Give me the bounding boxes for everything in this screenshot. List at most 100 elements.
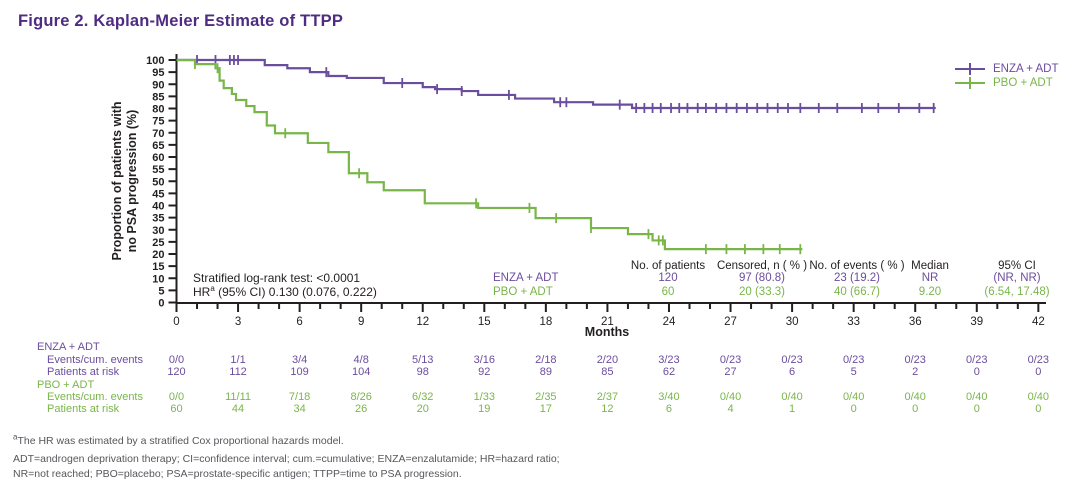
km-curve-enza-adt [176,58,936,110]
x-tick-label: 24 [663,316,676,328]
y-tick-label: 95 [152,67,164,79]
x-tick-label: 18 [539,316,552,328]
risk-cell: 26 [355,403,368,415]
y-tick-label: 5 [158,285,164,297]
summary-cell: 97 (80.8) [738,272,786,284]
risk-cell: 0 [912,403,919,415]
y-tick-label: 75 [152,116,164,128]
legend-label: ENZA + ADT [993,63,1059,75]
risk-cell: 2/35 [535,391,557,403]
risk-cell: 19 [478,403,491,415]
km-curve-pbo-adt [176,58,803,251]
risk-cell: 0/0 [168,391,185,403]
y-tick-label: 60 [152,152,164,164]
risk-cell: 6 [665,403,673,415]
risk-group-label: ENZA + ADT [37,341,100,353]
y-tick-label: 45 [152,188,164,200]
legend-item-pbo-adt: PBO + ADT [954,76,1059,90]
summary-header: Censored, n ( % ) [716,260,808,272]
y-tick-label: 55 [152,164,164,176]
summary-group-label: ENZA + ADT [493,272,559,284]
legend-line-censor-icon [955,77,985,89]
y-tick-label: 10 [152,273,164,285]
risk-cell: 1/33 [473,391,495,403]
figure-title: Figure 2. Kaplan-Meier Estimate of TTPP [18,12,344,30]
risk-cell: 3/16 [473,354,495,366]
risk-cell: 6 [789,366,796,378]
legend-line-censor-icon [955,63,985,75]
summary-cell: 60 [661,286,675,298]
y-tick-label: 80 [152,104,164,116]
summary-cell: (NR, NR) [993,272,1041,284]
risk-cell: 0/40 [719,391,742,403]
risk-row-label: Events/cum. events [47,391,143,403]
y-tick-label: 30 [152,225,164,237]
summary-cell: 23 (19.2) [833,272,881,284]
risk-cell: 60 [170,403,183,415]
x-tick-label: 27 [724,316,737,328]
summary-header: Median [911,260,949,272]
risk-cell: 27 [724,366,737,378]
summary-cell: 120 [658,272,678,284]
y-tick-label: 100 [146,55,164,67]
y-tick-label: 40 [152,201,164,213]
risk-cell: 0 [850,403,857,415]
risk-cell: 104 [351,366,371,378]
legend-label: PBO + ADT [993,77,1053,89]
risk-cell: 3/23 [658,354,680,366]
summary-cell: NR [921,272,939,284]
risk-cell: 120 [167,366,186,378]
y-tick-label: 70 [152,128,164,140]
risk-cell: 112 [229,366,247,378]
risk-cell: 4 [727,403,734,415]
risk-cell: 0/23 [719,354,742,366]
risk-cell: 0/40 [842,391,865,403]
risk-cell: 85 [601,366,614,378]
x-tick-label: 6 [296,316,302,328]
y-tick-label: 65 [152,140,164,152]
risk-cell: 1 [789,403,796,415]
y-tick-label: 25 [152,237,164,249]
risk-cell: 0/40 [781,391,803,403]
risk-cell: 6/32 [412,391,434,403]
risk-row-label: Patients at risk [47,366,120,378]
risk-cell: 0/0 [168,354,185,366]
summary-header: No. of patients [630,260,706,272]
x-tick-label: 42 [1032,316,1045,328]
y-tick-label: 20 [152,249,164,261]
risk-cell: 0/23 [966,354,988,366]
risk-cell: 0 [973,403,980,415]
risk-row-label: Events/cum. events [47,354,143,366]
risk-cell: 0/40 [904,391,926,403]
risk-cell: 34 [293,403,306,415]
risk-cell: 0 [1035,366,1042,378]
risk-cell: 92 [478,366,491,378]
x-tick-label: 15 [478,316,491,328]
hazard-ratio-line: HRa (95% CI) 0.130 (0.076, 0.222) [193,283,377,299]
risk-cell: 20 [416,403,429,415]
x-tick-label: 36 [909,316,922,328]
risk-cell: 0/23 [781,354,803,366]
risk-cell: 0/40 [1027,391,1050,403]
x-tick-label: 33 [847,316,860,328]
x-tick-label: 21 [601,316,614,328]
y-tick-label: 15 [152,261,164,273]
risk-cell: 0/23 [842,354,865,366]
x-tick-label: 0 [173,316,179,328]
risk-cell: 0/23 [1027,354,1050,366]
y-tick-label: 35 [152,213,164,225]
summary-cell: (6.54, 17.48) [984,286,1050,298]
footnote-abbreviations-line2: NR=not reached; PBO=placebo; PSA=prostat… [13,468,462,480]
risk-cell: 1/1 [230,354,246,366]
risk-cell: 5 [850,366,857,378]
y-tick-label: 50 [152,176,164,188]
risk-cell: 2/18 [535,354,557,366]
x-axis-title: Months [584,325,630,339]
risk-cell: 0/23 [904,354,926,366]
y-tick-label: 85 [152,91,164,103]
footnotes: aThe HR was estimated by a stratified Co… [13,433,560,482]
risk-cell: 11/11 [225,391,251,403]
x-tick-label: 39 [970,316,983,328]
x-tick-label: 30 [786,316,799,328]
